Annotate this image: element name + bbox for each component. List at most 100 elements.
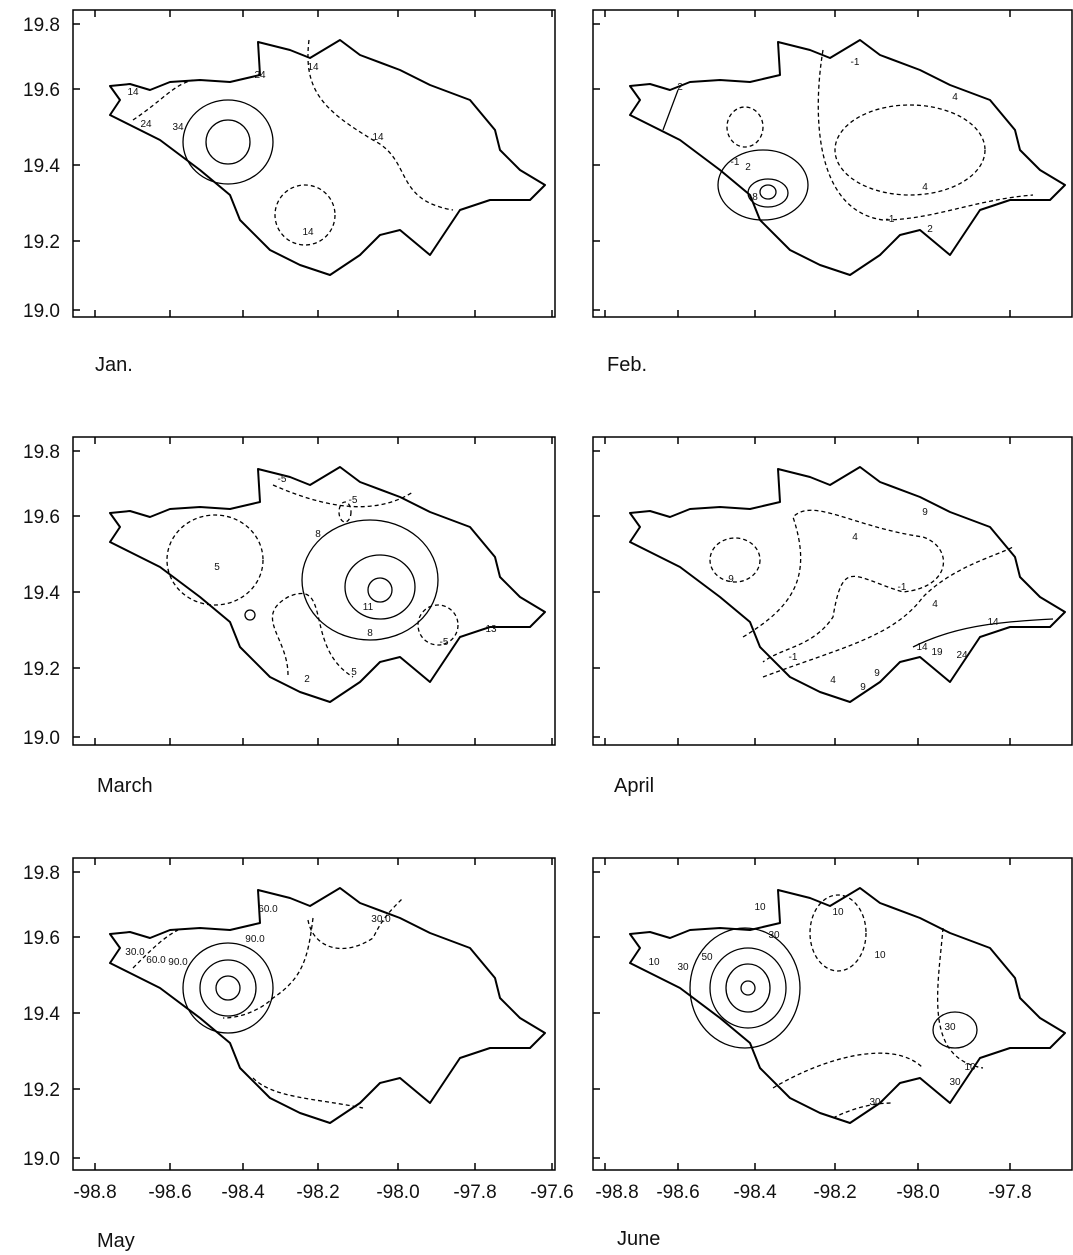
y-tick-label: 19.4 [23, 1004, 60, 1025]
month-label: May [97, 1230, 135, 1252]
region-outline [109, 466, 546, 703]
region-outline [109, 887, 546, 1124]
contour-line [199, 959, 257, 1017]
contour-label: -1 [898, 582, 907, 593]
contour-label: -1 [886, 214, 895, 225]
contour-line [244, 609, 256, 621]
region-outline [629, 466, 1066, 703]
plot-frame [592, 9, 1073, 318]
contour-label: 10 [648, 957, 660, 968]
contour-label: 60.0 [258, 904, 278, 915]
y-tick-label: 19.4 [23, 156, 60, 177]
contour-line [301, 519, 439, 641]
contour-line [307, 39, 454, 211]
contour-label: 10 [964, 1062, 976, 1073]
x-tick-label: -98.2 [813, 1182, 856, 1203]
contour-label: -1 [731, 157, 740, 168]
y-tick-label: 19.2 [23, 659, 60, 680]
contour-label: 5 [351, 667, 357, 678]
map-panel: 2 -1 2 8 -1 4 4 -1 2 [592, 9, 1073, 318]
x-tick-label: -98.0 [896, 1182, 939, 1203]
contour-line [725, 963, 771, 1013]
plot-frame [592, 857, 1073, 1171]
contour-label: -5 [278, 474, 287, 485]
map-panel: -5 -5 8 11 8 5 -5 2 5 13 [72, 436, 556, 746]
contour-line [717, 149, 809, 221]
region-outline [109, 39, 546, 276]
x-tick-label: -98.6 [656, 1182, 699, 1203]
plot-frame [72, 857, 556, 1171]
contour-label: 14 [916, 642, 928, 653]
contour-line [205, 119, 251, 165]
contour-line [762, 546, 1014, 678]
contour-label: 4 [932, 599, 938, 610]
contour-line [307, 897, 404, 950]
x-tick-label: -97.8 [988, 1182, 1031, 1203]
contour-label: 14 [987, 617, 999, 628]
plot-frame [72, 9, 556, 318]
region-outline [629, 887, 1066, 1124]
contour-label: 2 [927, 224, 933, 235]
contour-label: 30 [869, 1097, 881, 1108]
contour-label: 8 [752, 192, 758, 203]
contour-label: 30 [677, 962, 689, 973]
contour-line [772, 1052, 924, 1089]
month-label: March [97, 775, 153, 797]
contour-label: 90.0 [168, 957, 188, 968]
x-tick-label: -98.6 [148, 1182, 191, 1203]
contour-label: 14 [307, 62, 319, 73]
contour-line [417, 604, 459, 646]
contour-line [272, 484, 414, 508]
y-tick-label: 19.2 [23, 1080, 60, 1101]
contour-label: 11 [363, 602, 374, 613]
y-tick-label: 19.0 [23, 301, 60, 322]
contour-line [759, 184, 777, 200]
contour-label: 10 [874, 950, 886, 961]
contour-line [932, 1011, 978, 1049]
contour-line [182, 942, 274, 1034]
contour-line [662, 89, 679, 131]
contour-label: 2 [745, 162, 751, 173]
contour-line [742, 509, 945, 663]
contour-label: 90.0 [245, 934, 265, 945]
contour-line [182, 99, 274, 185]
contour-label: 30 [768, 930, 780, 941]
x-tick-label: -97.8 [453, 1182, 496, 1203]
contour-label: 10 [832, 907, 844, 918]
contour-label: 4 [852, 532, 858, 543]
plot-frame [72, 436, 556, 746]
x-tick-label: -98.4 [221, 1182, 265, 1203]
y-tick-label: 19.0 [23, 1149, 60, 1170]
contour-label: 24 [140, 119, 152, 130]
contour-label: 24 [254, 70, 266, 81]
contour-label: 50 [701, 952, 713, 963]
y-tick-label: 19.2 [23, 232, 60, 253]
contour-line [271, 592, 354, 678]
contour-line [274, 184, 336, 246]
contour-line [912, 618, 1054, 648]
contour-label: 4 [952, 92, 958, 103]
contour-label: 5 [214, 562, 220, 573]
contour-label: 9 [728, 574, 734, 585]
contour-label: 9 [860, 682, 866, 693]
contour-line [222, 917, 314, 1019]
month-label: April [614, 775, 654, 797]
contour-line [689, 927, 801, 1049]
y-tick-label: 19.4 [23, 583, 60, 604]
contour-line [252, 1077, 364, 1109]
contour-line [747, 178, 789, 208]
contour-label: 13 [485, 624, 497, 635]
contour-label: 9 [922, 507, 928, 518]
y-tick-label: 19.0 [23, 728, 60, 749]
contour-line [709, 947, 787, 1029]
month-label: Jan. [95, 354, 133, 376]
contour-line [344, 554, 416, 620]
contour-label: -1 [789, 652, 798, 663]
contour-label: 10 [754, 902, 766, 913]
contour-line [937, 927, 984, 1069]
contour-label: 8 [367, 628, 373, 639]
contour-line [726, 106, 764, 148]
contour-line [832, 1102, 894, 1119]
